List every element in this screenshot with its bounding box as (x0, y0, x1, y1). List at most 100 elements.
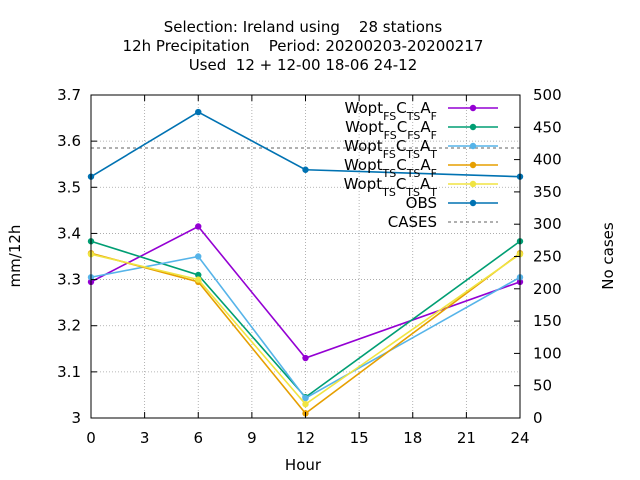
legend-label-part: TS (381, 186, 396, 199)
legend-label-part: Wopt (345, 99, 384, 117)
grid (91, 95, 520, 418)
legend-marker (469, 104, 477, 112)
y2-tick-label: 150 (533, 312, 562, 330)
legend-label-part: Wopt (344, 156, 383, 174)
legend-label: WoptFSCTSAF (345, 99, 437, 123)
series-line (90, 111, 521, 178)
legend-label-part: A (420, 118, 431, 136)
data-point (302, 400, 309, 408)
series-layer (87, 108, 524, 417)
data-point (302, 166, 309, 173)
y2-tick-label: 350 (533, 183, 562, 201)
y-tick-label: 3.5 (57, 178, 81, 196)
legend-label-part: A (420, 156, 431, 174)
y2-tick-label: 500 (533, 86, 562, 104)
y2-tick-label: 100 (533, 344, 562, 362)
y-tick-label: 3.1 (57, 363, 81, 381)
data-point (195, 223, 202, 230)
y-tick-label: 3 (71, 409, 81, 427)
legend-label-part: A (420, 137, 431, 155)
legend-marker (469, 180, 477, 188)
legend-label-part: TS (406, 110, 421, 123)
y2-tick-label: 450 (533, 118, 562, 136)
legend-label-part: TS (382, 167, 397, 180)
title-line-2: 12h Precipitation Period: 20200203-20200… (123, 37, 484, 55)
legend-label-part: Wopt (345, 118, 384, 136)
series-line (90, 253, 521, 406)
legend-label-part: T (429, 148, 437, 161)
y2-tick-label: 200 (533, 280, 562, 298)
data-point (195, 253, 202, 260)
y-axis-label: mm/12h (6, 225, 24, 288)
y-tick-label: 3.6 (57, 132, 81, 150)
legend-marker (469, 199, 477, 207)
legend-label-part: C (396, 137, 406, 155)
legend-label-part: OBS (406, 194, 437, 212)
legend-label: OBS (406, 194, 437, 212)
legend-label-part: TS (406, 167, 421, 180)
legend-label-part: FS (384, 129, 397, 142)
legend-label-part: C (396, 175, 406, 193)
legend-label-part: CASES (388, 213, 437, 231)
x-tick-label: 18 (403, 429, 422, 447)
x-tick-label: 6 (193, 429, 203, 447)
legend-marker (469, 161, 477, 169)
data-point (195, 108, 202, 116)
series-5 (87, 108, 524, 180)
legend: WoptFSCTSAFWoptFSCFSAFWoptFSCTSATWoptTSC… (344, 99, 498, 231)
legend-label-part: FS (383, 148, 396, 161)
legend-label-part: TS (405, 186, 420, 199)
title-line-3: Used 12 + 12-00 18-06 24-12 (189, 56, 418, 74)
legend-marker (469, 123, 477, 131)
legend-label-part: FS (383, 110, 396, 123)
series-line (90, 255, 521, 400)
series-0 (87, 223, 524, 362)
y-tick-label: 3.4 (57, 224, 81, 242)
x-tick-label: 24 (510, 429, 529, 447)
y2-tick-label: 0 (533, 409, 543, 427)
chart-title: Selection: Ireland using 28 stations 12h… (123, 18, 484, 74)
y-tick-label: 3.3 (57, 271, 81, 289)
y2-tick-label: 400 (533, 151, 562, 169)
x-tick-label: 9 (247, 429, 257, 447)
legend-label: WoptTSCTSAT (344, 175, 438, 199)
x-tick-label: 3 (140, 429, 150, 447)
x-tick-label: 12 (296, 429, 315, 447)
legend-label-part: TS (405, 148, 420, 161)
legend-label: WoptTSCTSAF (344, 156, 437, 180)
y-tick-label: 3.2 (57, 317, 81, 335)
legend-label-part: A (420, 99, 431, 117)
x-tick-label: 21 (457, 429, 476, 447)
legend-label-part: A (420, 175, 431, 193)
legend-label-part: F (431, 167, 437, 180)
legend-label: WoptFSCFSAF (345, 118, 437, 142)
data-point (195, 271, 202, 279)
x-tick-label: 0 (86, 429, 96, 447)
title-line-1: Selection: Ireland using 28 stations (164, 18, 443, 36)
x-tick-label: 15 (350, 429, 369, 447)
legend-label-part: F (431, 110, 437, 123)
y2-axis-label: No cases (599, 222, 617, 290)
legend-label-part: FS (407, 129, 420, 142)
y-tick-label: 3.7 (57, 86, 81, 104)
legend-label-part: C (396, 156, 406, 174)
data-point (302, 394, 309, 402)
data-point (302, 354, 309, 362)
y2-tick-label: 300 (533, 215, 562, 233)
data-point (195, 276, 202, 283)
legend-label-part: C (397, 118, 407, 136)
y2-tick-label: 250 (533, 248, 562, 266)
legend-label-part: F (431, 129, 437, 142)
legend-label-part: Wopt (344, 137, 383, 155)
series-line (90, 240, 521, 399)
legend-label-part: T (429, 186, 437, 199)
ticks: 0 3 6 9 12 15 18 21 2433.13.23.33.43.53.63.70501… (57, 86, 562, 447)
x-axis-label: Hour (285, 456, 322, 474)
legend-label-part: Wopt (344, 175, 383, 193)
legend-label: CASES (388, 213, 437, 231)
series-1 (87, 238, 524, 401)
legend-label-part: C (396, 99, 406, 117)
legend-marker (469, 142, 477, 150)
y2-tick-label: 50 (533, 377, 552, 395)
